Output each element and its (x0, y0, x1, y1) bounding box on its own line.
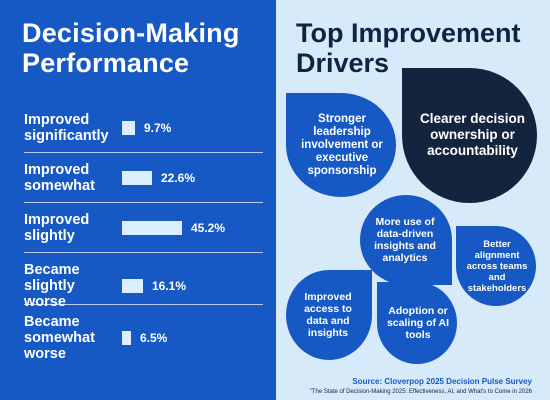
bar (122, 221, 182, 235)
value-label: 16.1% (152, 279, 187, 293)
driver-label: Adoption or scaling of AI tools (386, 305, 450, 341)
driver-label: Clearer decision ownership or accountabi… (419, 110, 526, 158)
category-label: Became slightly worse (24, 262, 80, 310)
bar (122, 171, 152, 185)
driver-bubble: Better alignment across teams and stakeh… (456, 226, 536, 306)
driver-label: Stronger leadership involvement or execu… (301, 112, 383, 177)
driver-label: More use of data-driven insights and ana… (374, 216, 436, 264)
value-label: 9.7% (144, 121, 172, 135)
performance-bar-chart: Improved significantly 9.7% Improved somew… (24, 112, 263, 362)
performance-title: Decision-Making Performance (22, 18, 240, 78)
value-label: 22.6% (161, 171, 196, 185)
performance-panel: Decision-Making Performance Improved sig… (0, 0, 276, 400)
driver-label: Better alignment across teams and stakeh… (466, 238, 528, 294)
value-label: 6.5% (140, 331, 168, 345)
category-label: Became somewhat worse (24, 314, 95, 362)
category-label: Improved significantly (24, 112, 109, 144)
driver-bubble: Adoption or scaling of AI tools (377, 282, 457, 364)
drivers-title: Top Improvement Drivers (296, 18, 521, 78)
category-label: Improved slightly (24, 212, 90, 244)
row-divider (24, 304, 263, 305)
bar (122, 331, 131, 345)
source-credit: Source: Cloverpop 2025 Decision Pulse Su… (352, 377, 532, 386)
bar (122, 279, 143, 293)
bar (122, 121, 135, 135)
driver-bubble-highlight: Clearer decision ownership or accountabi… (402, 68, 537, 203)
category-label: Improved somewhat (24, 162, 95, 194)
driver-bubble: More use of data-driven insights and ana… (360, 195, 452, 285)
value-label: 45.2% (191, 221, 226, 235)
drivers-panel: Top Improvement Drivers Stronger leaders… (276, 0, 550, 400)
row-divider (24, 152, 263, 153)
report-title-note: "The State of Decision-Making 2025: Effe… (309, 389, 532, 395)
driver-bubble: Improved access to data and insights (286, 270, 372, 360)
driver-bubble: Stronger leadership involvement or execu… (286, 93, 396, 197)
driver-label: Improved access to data and insights (304, 291, 352, 339)
row-divider (24, 252, 263, 253)
row-divider (24, 202, 263, 203)
